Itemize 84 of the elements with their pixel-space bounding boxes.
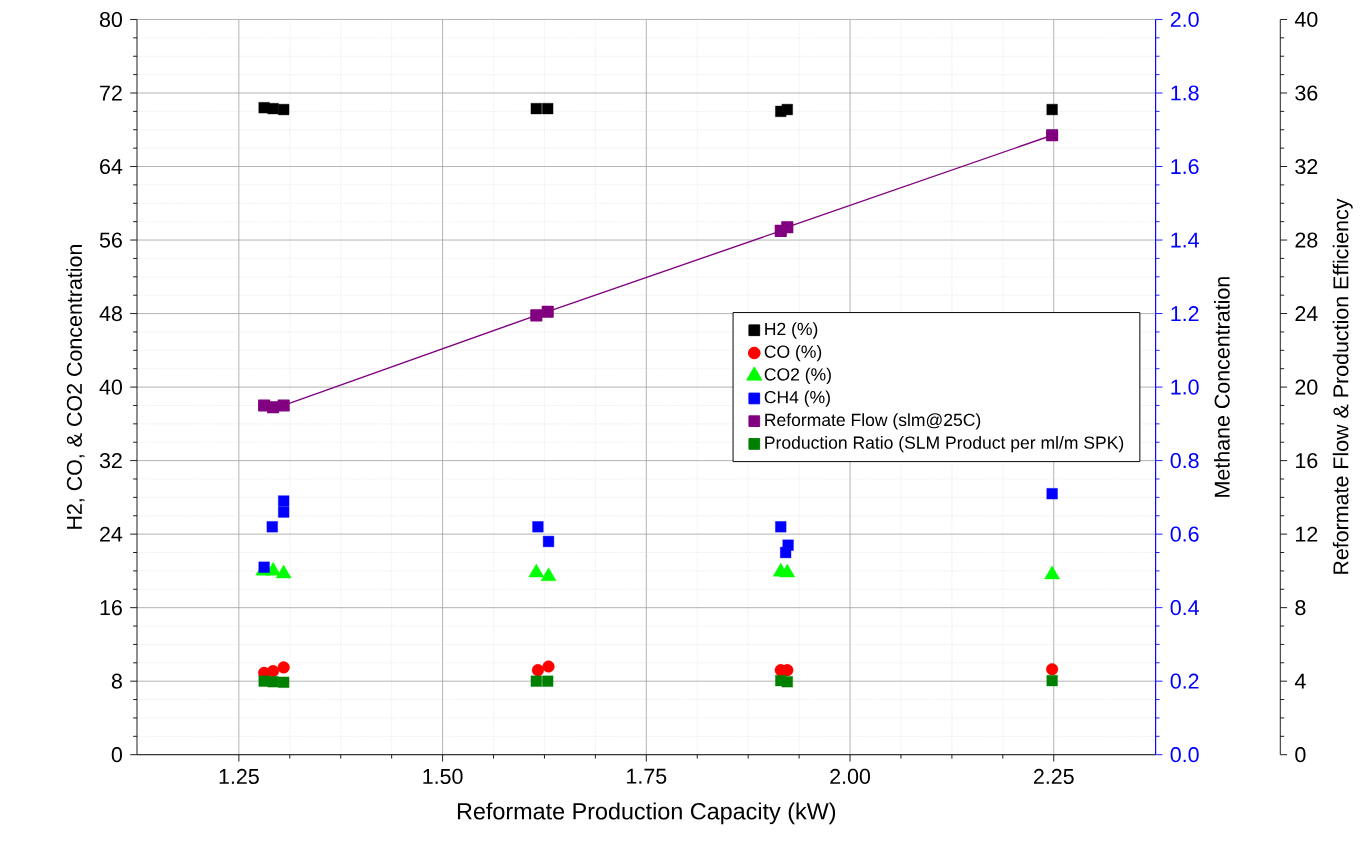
y-tick-label: 64: [100, 158, 123, 174]
y3-tick-label: 8: [1295, 599, 1306, 616]
x-tick-label: 1.75: [627, 768, 667, 784]
point: [277, 661, 290, 674]
point: [1046, 488, 1058, 500]
point: [267, 664, 280, 677]
y-tick-label: 48: [99, 305, 122, 322]
y-tick-label: 24: [100, 526, 123, 542]
point: [1046, 103, 1058, 115]
y2-tick-label: 0.0: [1170, 746, 1199, 763]
point: [542, 660, 555, 673]
y-tick-label: 0: [111, 746, 122, 763]
y-tick-label: 72: [100, 85, 122, 101]
point: [1044, 565, 1060, 580]
y-axis-title: H2, CO, & CO2 Concentration: [66, 244, 85, 529]
point: [278, 506, 290, 518]
y2-tick-label: 0.6: [1170, 526, 1199, 542]
x-tick-label: 1.50: [423, 768, 463, 784]
x-axis-title: Reformate Production Capacity (kW): [457, 802, 836, 825]
legend-label: CO2 (%): [764, 367, 831, 384]
point: [775, 521, 787, 533]
point: [779, 563, 796, 578]
point: [275, 564, 292, 579]
x-tick-label: 1.25: [219, 768, 259, 784]
point: [278, 676, 290, 688]
y2-tick-label: 1.6: [1171, 158, 1199, 174]
point: [1046, 663, 1059, 676]
point: [542, 675, 554, 687]
x-tick-label: 2.25: [1033, 768, 1074, 784]
y-tick-label: 40: [99, 379, 122, 395]
y2-tick-label: 0.8: [1170, 452, 1199, 469]
y2-tick-label: 1.4: [1171, 232, 1199, 248]
legend-label: CH4 (%): [764, 390, 830, 407]
y2-tick-label: 1.8: [1171, 85, 1199, 101]
legend-label: CO (%): [764, 344, 822, 362]
point: [542, 535, 555, 547]
point: [540, 567, 557, 581]
point: [1046, 129, 1059, 142]
point: [277, 399, 290, 412]
y2-axis-title: Methane Concentration: [1214, 277, 1230, 497]
y3-tick-label: 20: [1295, 379, 1318, 395]
y3-tick-label: 32: [1295, 158, 1318, 174]
legend-label: Production Ratio (SLM Product per ml/m SPK): [765, 435, 1124, 453]
point: [278, 103, 290, 115]
point: [267, 676, 279, 688]
y3-tick-label: 28: [1295, 232, 1318, 248]
y2-tick-label: 2.0: [1170, 11, 1199, 27]
point: [781, 676, 793, 688]
y-tick-label: 8: [111, 673, 122, 689]
y3-tick-label: 36: [1295, 85, 1318, 101]
y2-tick-label: 1.2: [1171, 305, 1199, 321]
legend-label: H2 (%): [765, 322, 818, 339]
y3-tick-label: 12: [1296, 526, 1318, 542]
y2-tick-label: 0.4: [1170, 599, 1199, 616]
y-tick-label: 32: [99, 452, 122, 469]
point: [530, 102, 542, 115]
point: [1046, 674, 1058, 687]
point: [780, 546, 792, 558]
point: [528, 563, 545, 578]
x-tick-label: 2.00: [830, 768, 871, 784]
point: [531, 663, 544, 677]
y-tick-label: 16: [100, 599, 122, 616]
point: [542, 102, 554, 115]
y3-axis-title: Reformate Flow & Production Efficiency: [1332, 198, 1353, 574]
y3-tick-label: 24: [1295, 305, 1318, 321]
point: [266, 521, 278, 533]
legend-label: Reformate Flow (slm@25C): [765, 413, 981, 430]
y3-tick-label: 16: [1296, 452, 1318, 469]
point: [267, 401, 280, 414]
point: [532, 521, 544, 533]
point: [530, 309, 543, 322]
y3-tick-label: 0: [1295, 746, 1306, 763]
point: [781, 221, 794, 234]
y3-tick-label: 4: [1294, 673, 1306, 689]
point: [541, 305, 554, 318]
y2-tick-label: 1.0: [1171, 379, 1199, 395]
point: [781, 103, 793, 115]
point: [267, 102, 279, 115]
point: [278, 495, 290, 507]
y-tick-label: 80: [99, 11, 122, 27]
y3-tick-label: 40: [1294, 11, 1318, 27]
point: [530, 675, 542, 687]
y-tick-label: 56: [99, 232, 122, 248]
y2-tick-label: 0.2: [1170, 673, 1199, 689]
